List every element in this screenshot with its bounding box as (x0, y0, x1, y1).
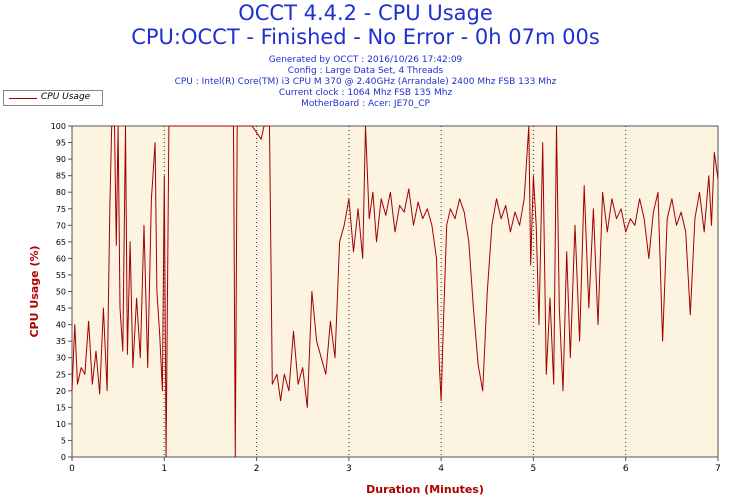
y-tick-label: 20 (56, 387, 66, 396)
x-tick-label: 6 (623, 464, 629, 474)
y-tick-label: 95 (56, 139, 66, 148)
y-tick-label: 40 (56, 321, 66, 330)
y-tick-label: 100 (51, 122, 66, 131)
x-tick-label: 5 (531, 464, 537, 474)
plot-area (71, 125, 719, 458)
legend-label: CPU Usage (41, 92, 91, 102)
x-tick-label: 3 (346, 464, 352, 474)
info-cpu: CPU : Intel(R) Core(TM) i3 CPU M 370 @ 2… (174, 77, 557, 87)
y-tick-label: 75 (56, 205, 66, 214)
x-axis-label: Duration (Minutes) (366, 483, 484, 496)
y-tick-label: 25 (56, 370, 66, 379)
chart-title: OCCT 4.4.2 - CPU Usage (238, 1, 493, 25)
series-line-cpu-usage (71, 125, 719, 458)
legend-swatch (9, 98, 37, 99)
y-tick-label: 45 (56, 304, 66, 313)
chart-legend: CPU Usage (3, 90, 103, 106)
y-tick-label: 55 (56, 271, 66, 280)
x-tick-label: 0 (69, 464, 75, 474)
x-tick-label: 1 (161, 464, 167, 474)
chart-subtitle: CPU:OCCT - Finished - No Error - 0h 07m … (131, 25, 600, 49)
y-tick-label: 5 (61, 436, 66, 445)
info-motherboard: MotherBoard : Acer: JE70_CP (301, 99, 430, 109)
y-tick-label: 35 (56, 337, 66, 346)
y-tick-label: 50 (56, 288, 66, 297)
y-tick-label: 65 (56, 238, 66, 247)
x-tick-label: 2 (254, 464, 260, 474)
y-tick-label: 80 (56, 188, 66, 197)
y-tick-label: 90 (56, 155, 66, 164)
y-tick-label: 15 (56, 403, 66, 412)
info-clock: Current clock : 1064 Mhz FSB 135 Mhz (278, 88, 453, 98)
y-tick-label: 85 (56, 172, 66, 181)
y-axis-label: CPU Usage (%) (28, 245, 41, 337)
info-config: Config : Large Data Set, 4 Threads (287, 66, 444, 76)
y-tick-label: 60 (56, 254, 66, 263)
y-tick-label: 30 (56, 354, 66, 363)
info-generated: Generated by OCCT : 2016/10/26 17:42:09 (268, 55, 463, 65)
y-tick-label: 70 (56, 221, 66, 230)
y-tick-label: 10 (56, 420, 66, 429)
y-tick-label: 0 (61, 453, 66, 462)
x-tick-label: 7 (715, 464, 721, 474)
x-tick-label: 4 (438, 464, 444, 474)
